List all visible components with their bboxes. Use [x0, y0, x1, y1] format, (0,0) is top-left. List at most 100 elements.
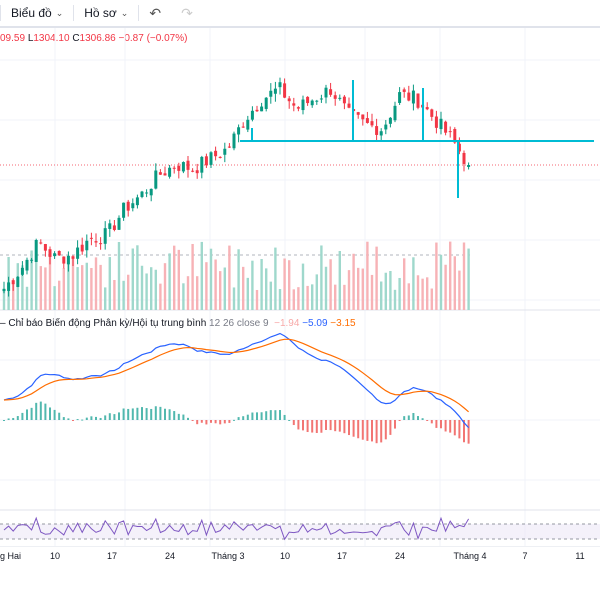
- volume-bar: [108, 257, 111, 310]
- high-value: 09.59: [0, 33, 26, 44]
- macd-histogram-bar: [173, 411, 176, 420]
- macd-line-value: −5.09: [302, 318, 328, 329]
- volume-bar: [48, 254, 52, 310]
- candle-body: [467, 165, 471, 167]
- macd-histogram-bar: [219, 420, 222, 425]
- chevron-down-icon: ⌄: [120, 7, 129, 18]
- candle-body: [131, 203, 135, 209]
- time-axis-label: 24: [394, 551, 406, 561]
- rsi-line: [3, 516, 470, 541]
- macd-histogram-bar: [274, 410, 277, 420]
- candle-body: [168, 167, 172, 177]
- volume-bar: [407, 283, 410, 310]
- signal-line: [3, 338, 469, 413]
- candle-body: [11, 280, 15, 285]
- macd-histogram-bar: [104, 415, 107, 420]
- candle-body: [425, 107, 429, 110]
- volume-bar: [329, 259, 332, 310]
- candle-body: [375, 126, 379, 135]
- volume-bar: [393, 289, 397, 310]
- volume-bar: [301, 263, 305, 310]
- candle-body: [85, 240, 89, 251]
- candle-body: [329, 89, 333, 95]
- candle-body: [145, 192, 149, 194]
- volume-bar: [145, 273, 148, 310]
- macd-histogram-bar: [371, 420, 373, 442]
- candle-body: [444, 121, 448, 133]
- volume-bar: [251, 260, 254, 310]
- time-axis-label: 10: [279, 551, 291, 561]
- macd-params: 12 26 close 9: [209, 318, 269, 329]
- volume-bar: [90, 267, 93, 310]
- macd-histogram-bar: [242, 416, 245, 420]
- divider: [73, 5, 75, 21]
- macd-signal-value: −3.15: [330, 318, 356, 329]
- volume-bar: [30, 250, 33, 310]
- candle-body: [453, 129, 457, 143]
- candle-body: [393, 105, 397, 121]
- candle-body: [407, 92, 411, 101]
- macd-histogram-bar: [357, 420, 360, 439]
- macd-histogram-bar: [136, 407, 139, 420]
- volume-bar: [311, 284, 314, 310]
- candle-body: [200, 156, 204, 173]
- volume-bar: [81, 265, 84, 310]
- time-axis-label: Tháng 3: [211, 551, 245, 561]
- candle-body: [310, 100, 314, 106]
- volume-bar: [421, 278, 424, 310]
- candle-body: [347, 103, 351, 108]
- macd-histogram-bar: [329, 420, 332, 431]
- candle-body: [269, 90, 273, 97]
- macd-histogram-bar: [246, 414, 249, 420]
- macd-histogram-bar: [302, 420, 304, 431]
- candle-body: [71, 256, 75, 259]
- volume-bar: [412, 257, 415, 310]
- macd-histogram-bar: [256, 412, 258, 420]
- redo-icon: ↷: [181, 4, 193, 21]
- volume-bar: [426, 277, 429, 310]
- price-chart[interactable]: [0, 0, 600, 546]
- profile-menu-label: Hồ sơ: [84, 6, 117, 20]
- candle-body: [135, 197, 139, 206]
- candle-body: [356, 112, 360, 115]
- candle-body: [398, 92, 402, 103]
- divider: [0, 5, 1, 21]
- macd-histogram-bar: [380, 420, 383, 443]
- candle-body: [306, 96, 310, 104]
- macd-histogram-bar: [81, 419, 84, 421]
- candle-body: [53, 253, 57, 257]
- macd-histogram-bar: [453, 420, 456, 436]
- candle-body: [246, 119, 250, 130]
- candle-body: [361, 114, 365, 120]
- undo-button[interactable]: ↶: [139, 0, 171, 26]
- volume-bar: [85, 262, 88, 310]
- candle-body: [402, 89, 406, 92]
- redo-button[interactable]: ↷: [171, 0, 203, 26]
- chart-menu-label: Biểu đồ: [11, 6, 52, 20]
- candle-body: [108, 223, 112, 229]
- volume-bar: [288, 260, 291, 310]
- volume-bar: [352, 253, 355, 310]
- candle-body: [342, 96, 346, 104]
- macd-histogram-bar: [58, 412, 61, 420]
- macd-histogram-bar: [384, 420, 387, 440]
- macd-histogram-bar: [348, 420, 350, 436]
- volume-bar: [435, 242, 438, 310]
- time-axis[interactable]: g Hai 10 17 24 Tháng 3 10 17 24 Tháng 4 7 11: [0, 546, 600, 563]
- candle-body: [103, 228, 107, 244]
- volume-bar: [334, 284, 337, 310]
- macd-histogram-bar: [214, 420, 217, 424]
- chart-menu-button[interactable]: Biểu đồ ⌄: [1, 0, 73, 26]
- macd-histogram-bar: [26, 409, 28, 420]
- candle-body: [7, 282, 11, 291]
- volume-bar: [260, 259, 263, 310]
- time-axis-label: 11: [575, 551, 585, 561]
- candle-body: [181, 162, 185, 172]
- macd-legend[interactable]: – Chỉ báo Biến động Phân kỳ/Hội tụ trung…: [0, 318, 356, 329]
- candle-body: [30, 259, 34, 261]
- macd-histogram-bar: [76, 419, 79, 421]
- volume-bar: [228, 245, 231, 310]
- candle-body: [255, 109, 259, 112]
- macd-histogram-bar: [141, 407, 143, 420]
- profile-menu-button[interactable]: Hồ sơ ⌄: [74, 0, 138, 26]
